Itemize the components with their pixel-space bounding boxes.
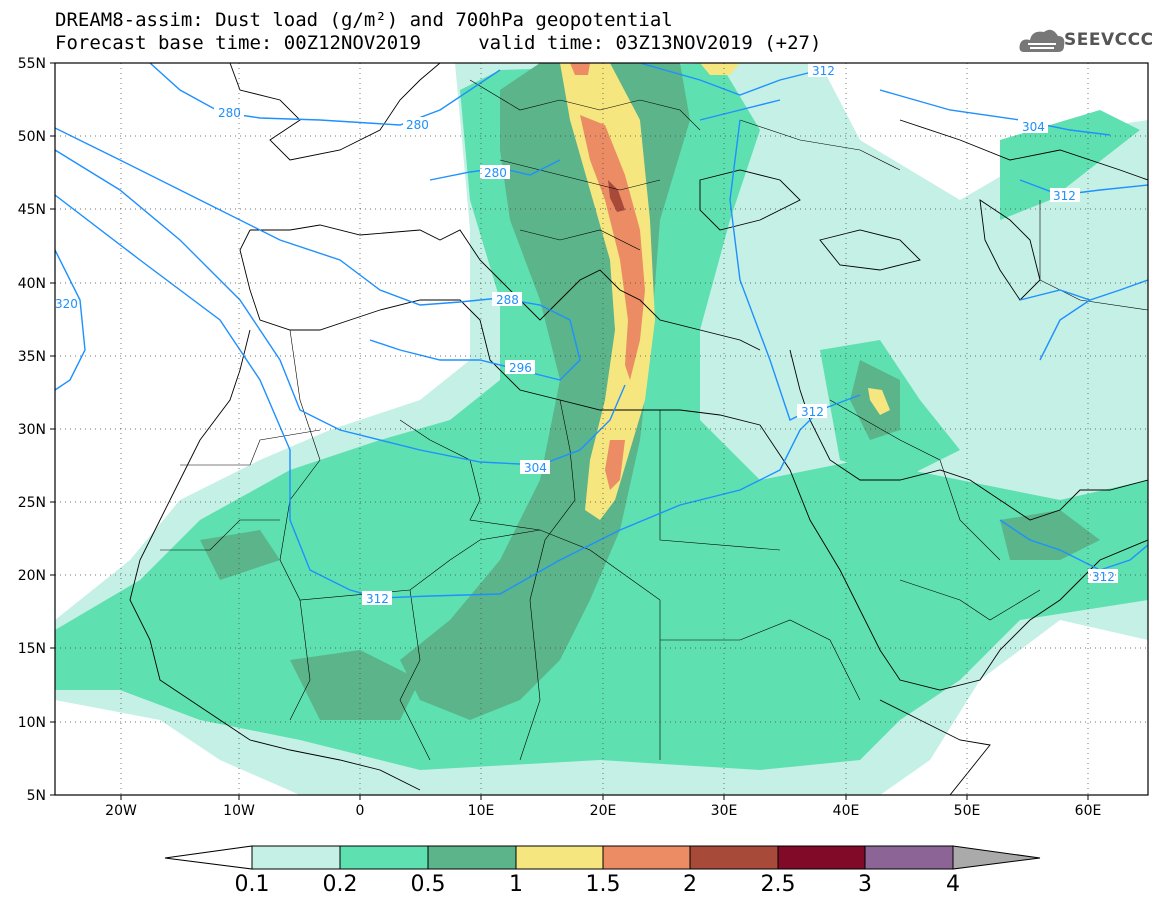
lat-label: 20N (18, 568, 46, 584)
lat-label: 35N (18, 349, 46, 365)
colorbar-label: 4 (946, 872, 960, 897)
lat-label: 5N (27, 788, 46, 804)
colorbar-label: 1 (509, 872, 523, 897)
map-subtitle: Forecast base time: 00Z12NOV2019 valid t… (55, 32, 822, 54)
colorbar-swatch (602, 845, 691, 870)
contour-label-288: 288 (496, 293, 519, 307)
contour-label-280-b: 280 (406, 118, 429, 132)
lon-label: 60E (1075, 803, 1102, 819)
lon-label: 50E (954, 803, 981, 819)
colorbar-label: 0.5 (410, 872, 446, 897)
contour-label-280-a: 280 (218, 106, 241, 120)
contour-label-312-c: 312 (801, 405, 824, 419)
lat-label: 25N (18, 495, 46, 511)
contour-label-312-b: 312 (812, 64, 835, 78)
lon-label: 0 (356, 803, 365, 819)
colorbar-swatch (251, 845, 341, 870)
lon-label: 20W (105, 803, 137, 819)
contour-label-312-a: 312 (366, 592, 389, 606)
colorbar-swatch (515, 845, 604, 870)
lat-label: 50N (18, 129, 46, 145)
latitude-labels: 55N 50N 45N 40N 35N 30N 25N 20N 15N 10N … (18, 56, 46, 804)
longitude-labels: 20W 10W 0 10E 20E 30E 40E 50E 60E (105, 803, 1101, 819)
lat-label: 30N (18, 422, 46, 438)
gridlines (55, 63, 1148, 795)
colorbar-swatch (777, 845, 866, 870)
contour-label-320: 320 (55, 297, 78, 311)
colorbar-swatch (339, 845, 429, 870)
lat-label: 10N (18, 715, 46, 731)
colorbar-swatch (864, 845, 954, 870)
colorbar-label: 1.5 (585, 872, 621, 897)
colorbar-label: 2 (683, 872, 697, 897)
colorbar-swatch (689, 845, 779, 870)
contour-label-296: 296 (509, 361, 532, 375)
lon-label: 20E (590, 803, 617, 819)
contour-label-304-b: 304 (1022, 120, 1045, 134)
colorbar-label: 2.5 (760, 872, 796, 897)
lon-label: 10W (223, 803, 255, 819)
colorbar-label: 0.1 (234, 872, 270, 897)
colorbar (164, 845, 1041, 870)
colorbar-label: 0.2 (322, 872, 358, 897)
lat-label: 15N (18, 641, 46, 657)
colorbar-low-triangle (164, 845, 253, 870)
lat-label: 55N (18, 56, 46, 72)
contour-label-312-e: 312 (1092, 570, 1115, 584)
coastlines (129, 63, 1148, 795)
contour-label-280-c: 280 (484, 166, 507, 180)
lat-label: 45N (18, 202, 46, 218)
lon-label: 40E (833, 803, 860, 819)
contour-label-312-d: 312 (1053, 189, 1076, 203)
logo-text: SEEVCCC (1064, 30, 1154, 50)
contour-label-304: 304 (524, 461, 547, 475)
colorbar-swatch (427, 845, 517, 870)
lat-label: 40N (18, 276, 46, 292)
dust-field-1.5 (570, 63, 645, 490)
tick-marks (50, 62, 1089, 800)
colorbar-label: 3 (858, 872, 872, 897)
lon-label: 30E (711, 803, 738, 819)
colorbar-high-triangle (952, 845, 1041, 870)
contour-labels: 280 280 280 288 296 304 312 312 312 312 … (55, 63, 1118, 606)
cloud-icon (1019, 29, 1065, 52)
dust-field-1 (560, 63, 890, 520)
lon-label: 10E (468, 803, 495, 819)
map-title: DREAM8-assim: Dust load (g/m²) and 700hP… (55, 9, 673, 31)
